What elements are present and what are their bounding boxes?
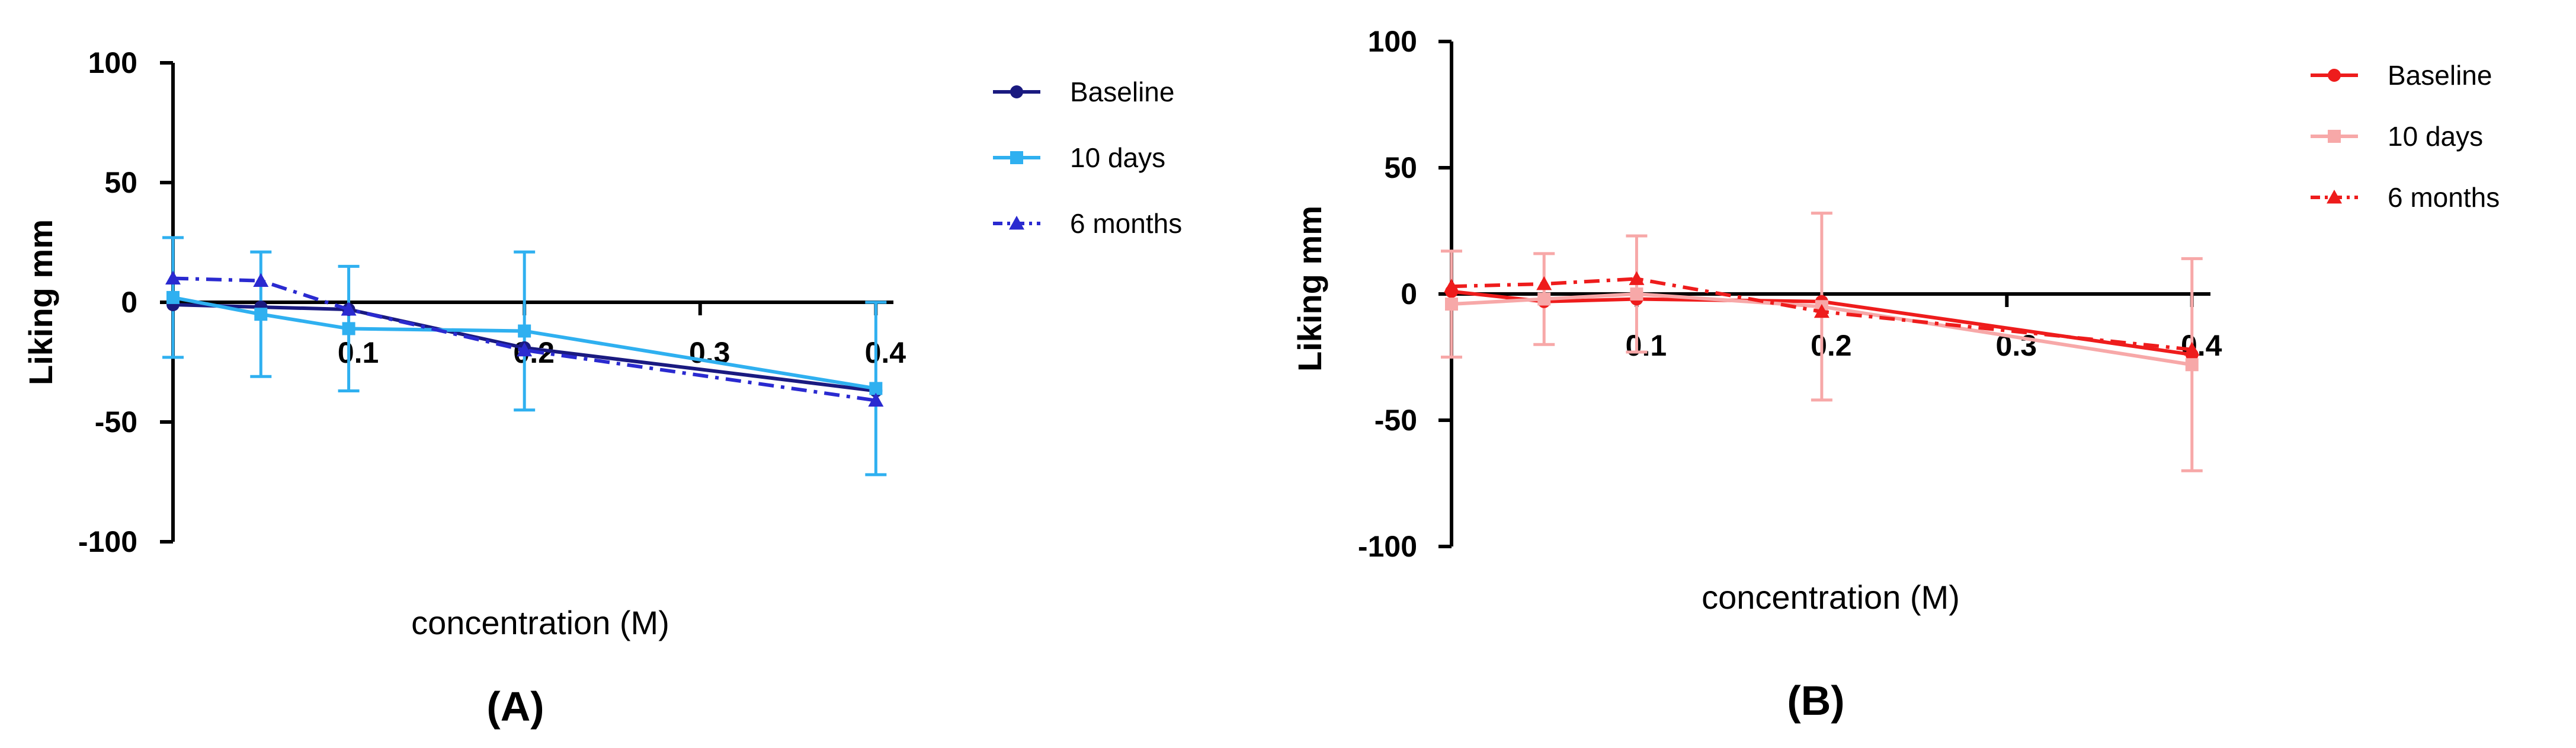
y-axis-label: Liking mm bbox=[22, 219, 59, 385]
x-tick-label: 0.1 bbox=[338, 336, 379, 369]
y-tick-label: -50 bbox=[1374, 404, 1417, 437]
y-tick-label: 100 bbox=[88, 46, 137, 79]
y-tick-label: 100 bbox=[1368, 25, 1417, 58]
series-2-point bbox=[1444, 279, 1459, 293]
panel-label: (B) bbox=[1787, 677, 1844, 724]
y-tick-label: 0 bbox=[121, 286, 137, 319]
series-2-point bbox=[165, 270, 181, 285]
series-1-point bbox=[342, 322, 355, 335]
y-tick-label: 50 bbox=[1384, 151, 1417, 184]
series-1-point bbox=[166, 290, 180, 304]
legend-entry: Baseline bbox=[2388, 60, 2492, 91]
y-tick-label: -50 bbox=[95, 405, 137, 439]
series-2-point bbox=[2184, 341, 2200, 356]
y-axis-label: Liking mm bbox=[1291, 206, 1328, 372]
y-tick-label: 0 bbox=[1401, 277, 1417, 311]
series-1-point bbox=[2185, 358, 2199, 372]
x-tick-label: 0.1 bbox=[1626, 329, 1667, 362]
series-1-point bbox=[1630, 287, 1643, 301]
series-2-point bbox=[1629, 271, 1645, 285]
series-1-point bbox=[254, 308, 268, 321]
legend-entry: 10 days bbox=[1070, 142, 1165, 173]
series-2-point bbox=[341, 302, 357, 316]
y-tick-label: -100 bbox=[78, 525, 137, 558]
legend-entry: Baseline bbox=[1070, 76, 1174, 107]
y-tick-label: -100 bbox=[1358, 530, 1417, 563]
series-1-point bbox=[518, 324, 531, 338]
x-axis-label: concentration (M) bbox=[1702, 578, 1960, 616]
panel-label: (A) bbox=[486, 683, 544, 730]
legend-entry: 10 days bbox=[2388, 121, 2483, 152]
legend-entry: 6 months bbox=[1070, 208, 1182, 239]
series-1-point bbox=[869, 382, 883, 395]
legend-marker bbox=[1010, 85, 1023, 98]
series-1-point bbox=[1537, 292, 1551, 306]
legend-marker bbox=[2327, 190, 2342, 204]
legend-marker bbox=[2328, 69, 2341, 82]
x-tick-label: 0.2 bbox=[1811, 329, 1852, 362]
series-1-point bbox=[1445, 298, 1458, 311]
x-axis-label: concentration (M) bbox=[411, 604, 669, 641]
x-tick-label: 0.4 bbox=[865, 336, 906, 369]
series-2-point bbox=[517, 342, 533, 357]
legend-entry: 6 months bbox=[2388, 182, 2500, 213]
legend-marker bbox=[2328, 130, 2341, 143]
series-2-point bbox=[1536, 276, 1552, 290]
series-2-point bbox=[253, 273, 269, 287]
legend-marker bbox=[1010, 151, 1023, 164]
series-2-point bbox=[868, 392, 884, 407]
y-tick-label: 50 bbox=[104, 166, 137, 199]
legend-marker bbox=[1009, 216, 1024, 230]
series-2-point bbox=[1814, 303, 1830, 318]
